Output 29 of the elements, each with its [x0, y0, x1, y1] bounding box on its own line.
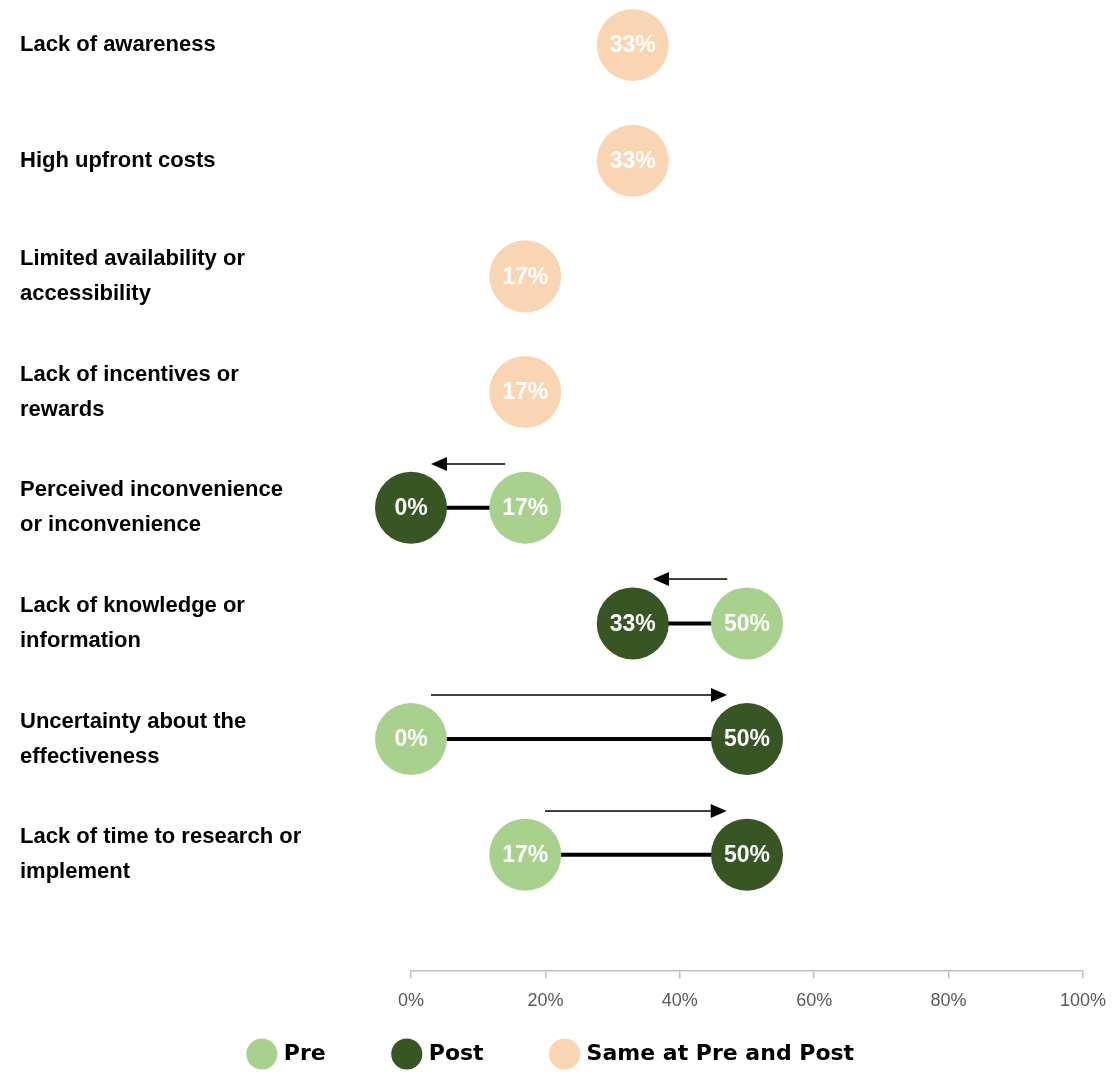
y-tick-label: High upfront costs [20, 146, 216, 172]
x-tick-label: 80% [930, 990, 967, 1011]
data-label: 17% [502, 841, 549, 868]
x-tick-label: 60% [796, 990, 833, 1011]
x-tick-label: 100% [1059, 990, 1107, 1011]
x-tick-label: 40% [661, 990, 698, 1011]
y-tick-label: Lack of time to research or implement [20, 823, 302, 884]
data-label: 33% [609, 609, 656, 636]
data-label: 33% [609, 31, 656, 58]
y-tick-label: Lack of awareness [20, 31, 216, 57]
data-label: 50% [723, 609, 771, 636]
y-tick-label: Perceived inconvenience or inconvenience [20, 476, 283, 537]
y-tick-label: Lack of incentives or rewards [20, 360, 240, 421]
data-label: 0% [394, 725, 428, 752]
data-label: 17% [502, 494, 549, 521]
data-label: 33% [609, 147, 656, 174]
data-label: 17% [502, 378, 549, 405]
x-tick-label: 0% [397, 990, 425, 1011]
x-tick-label: 20% [527, 990, 564, 1011]
data-label: 17% [502, 262, 549, 289]
legend-label: Pre [283, 1039, 326, 1065]
legend-label: Same at Pre and Post [586, 1039, 855, 1065]
y-tick-label: Lack of knowledge or information [20, 591, 246, 653]
data-label: 50% [723, 841, 771, 868]
legend-label: Post [428, 1039, 485, 1065]
y-tick-label: Limited availability or accessibility [20, 244, 246, 306]
data-label: 50% [723, 725, 771, 752]
y-tick-label: Uncertainty about the effectiveness [20, 707, 247, 768]
data-label: 0% [394, 494, 428, 521]
